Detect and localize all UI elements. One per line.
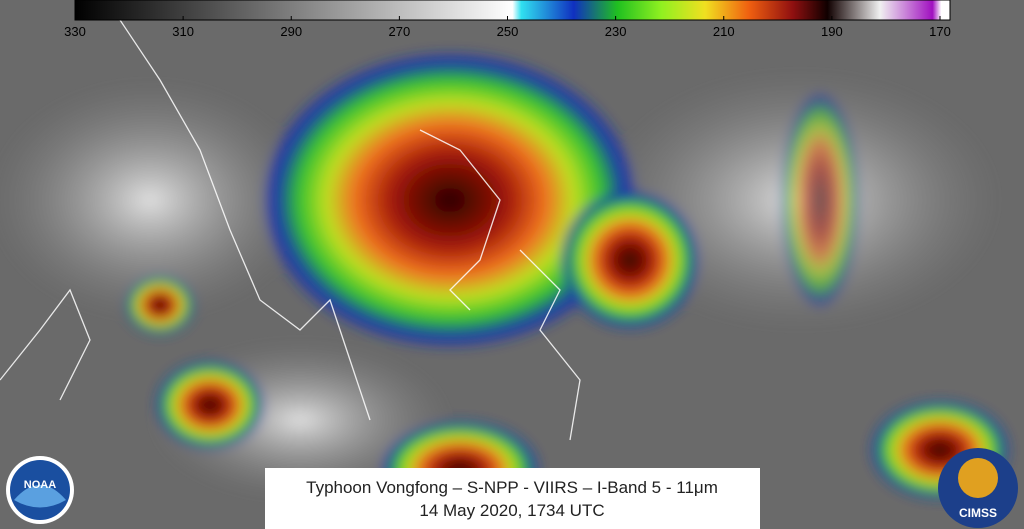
- caption-line: Typhoon Vongfong – S-NPP - VIIRS – I-Ban…: [306, 478, 718, 497]
- tick-label: 290: [280, 24, 302, 39]
- tick-label: 250: [497, 24, 519, 39]
- tick-label: 270: [389, 24, 411, 39]
- clouds: [0, 50, 1010, 520]
- cimss-logo: CIMSS: [938, 448, 1018, 528]
- noaa-logo: NOAA: [6, 456, 74, 524]
- tick-label: 190: [821, 24, 843, 39]
- tick-label: 330: [64, 24, 86, 39]
- logo-text: NOAA: [24, 479, 56, 491]
- caption-box: [265, 468, 760, 529]
- coastlines: [0, 19, 581, 441]
- tick-label: 310: [172, 24, 194, 39]
- tick-label: 210: [713, 24, 735, 39]
- logo-text: CIMSS: [959, 506, 997, 520]
- colorbar: [74, 0, 951, 21]
- tick-label: 170: [929, 24, 951, 39]
- tick-label: 230: [605, 24, 627, 39]
- caption-line: 14 May 2020, 1734 UTC: [419, 501, 604, 520]
- colorbar-ticks: 330 310 290 270 250 230 210 190 170: [64, 16, 951, 39]
